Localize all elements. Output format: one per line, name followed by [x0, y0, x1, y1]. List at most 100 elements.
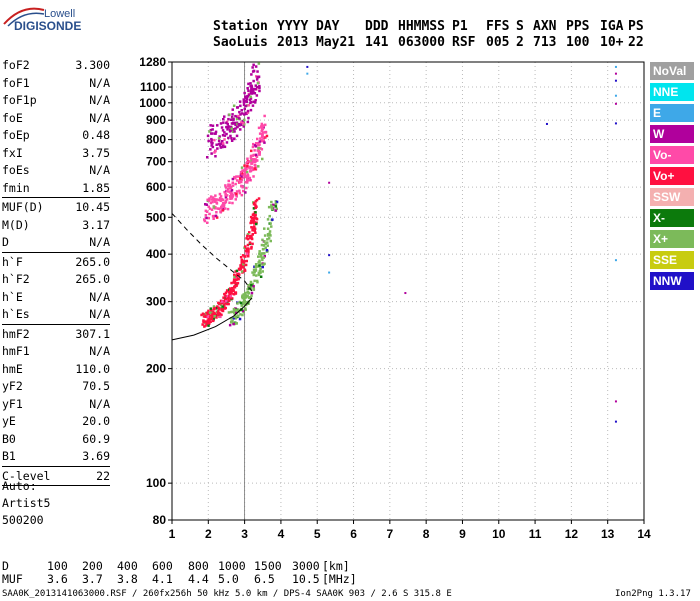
header-line2-item: 005	[486, 35, 510, 50]
noise-point	[614, 65, 617, 68]
trace-2hop-point	[246, 178, 249, 181]
trace-2hop-point	[229, 195, 232, 198]
trace-o-mode-point	[207, 309, 210, 313]
trace-3hop-point	[231, 130, 235, 133]
trace-3hop-point	[219, 142, 222, 145]
trace-2hop-point	[221, 204, 224, 207]
distance-value: 100	[47, 559, 68, 573]
trace-o-mode-point	[209, 320, 212, 323]
trace-2hop-point	[211, 196, 215, 199]
trace-x-mode-point	[274, 209, 278, 212]
trace-x-mode-point	[242, 311, 245, 314]
trace-3hop-point	[249, 101, 252, 105]
trace-x-mode-point	[244, 295, 247, 298]
trace-x-mode-point	[244, 291, 247, 295]
trace-2hop-point	[218, 192, 222, 196]
noise-point	[614, 122, 617, 125]
trace-o-mode-point	[209, 307, 212, 310]
trace-2hop-point	[224, 199, 228, 202]
trace-3hop-point	[221, 134, 225, 137]
trace-o-mode-point	[243, 269, 247, 272]
trace-2hop-point	[256, 159, 259, 162]
trace-2hop-point	[257, 144, 260, 147]
distance-value: 800	[188, 559, 209, 573]
trace-x-mode-point	[232, 317, 236, 320]
trace-3hop-point	[251, 88, 254, 91]
logo-swoosh-icon	[3, 7, 45, 27]
trace-2hop-point	[250, 166, 254, 169]
trace-3hop-point	[256, 70, 259, 73]
trace-2hop-point	[265, 134, 269, 138]
param-key: B0	[2, 431, 16, 446]
trace-3hop-point	[234, 121, 237, 125]
trace-2hop-point	[253, 167, 256, 170]
trace-x-mode-point	[248, 296, 252, 299]
trace-2hop-point	[262, 131, 265, 134]
distance-value: 3000	[292, 559, 320, 573]
header-line1-item: IGA	[600, 19, 624, 34]
legend-item: W	[650, 125, 694, 143]
trace-o-mode-point	[221, 300, 224, 303]
trace-x-mode-point	[240, 304, 243, 307]
trace-3hop-point	[241, 112, 244, 115]
trace-2hop-point	[258, 153, 261, 156]
noise-point	[404, 292, 407, 295]
legend-item: Vo+	[650, 167, 694, 185]
trace-2hop-point	[255, 142, 258, 145]
trace-x-mode-point	[252, 288, 256, 291]
trace-3hop-point	[228, 130, 232, 133]
trace-x-mode-point	[250, 284, 253, 287]
trace-o-mode-point	[239, 256, 243, 259]
trace-x-mode-point	[229, 317, 233, 320]
noise-point	[306, 72, 309, 75]
trace-3hop-point	[235, 121, 239, 124]
trace-3hop-point	[214, 155, 217, 158]
distance-value: 400	[117, 559, 138, 573]
trace-o-mode-point	[232, 293, 236, 296]
trace-3hop-point	[247, 89, 250, 92]
header-line1-item: Station	[213, 19, 268, 34]
trace-2hop-point	[231, 195, 234, 198]
param-value: 22	[96, 468, 110, 483]
trace-o-mode-point	[253, 222, 256, 225]
trace-x-mode-point	[246, 294, 249, 298]
trace-3hop-point	[249, 95, 252, 99]
trace-x-mode-point	[257, 272, 261, 276]
trace-o-mode-point	[212, 305, 216, 308]
trace-o-mode-point	[222, 303, 226, 306]
trace-o-mode-point	[224, 306, 227, 310]
trace-x-mode-point	[275, 200, 279, 204]
trace-2hop-point	[235, 175, 238, 178]
trace-2hop-point	[243, 164, 246, 167]
trace-2hop-point	[252, 158, 255, 161]
param-value: 3.300	[75, 58, 110, 72]
trace-2hop-point	[250, 149, 253, 153]
trace-3hop-point	[247, 104, 251, 107]
param-value: N/A	[89, 289, 110, 304]
trace-x-mode-point	[248, 287, 251, 290]
x-tick-label: 14	[637, 527, 651, 541]
trace-2hop-point	[229, 191, 232, 194]
trace-2hop-point	[207, 216, 210, 220]
trace-x-mode-point	[267, 205, 271, 209]
trace-3hop-point	[252, 63, 255, 67]
trace-3hop-point	[232, 121, 235, 125]
trace-2hop-point	[252, 142, 255, 146]
trace-x-mode-point	[259, 267, 262, 271]
trace-o-mode-point	[240, 261, 243, 264]
trace-2hop-point	[224, 196, 228, 199]
trace-x-mode-point	[266, 244, 269, 247]
trace-2hop-point	[257, 165, 260, 168]
trace-o-mode-point	[246, 243, 250, 247]
trace-3hop-point	[256, 81, 260, 85]
trace-2hop-point	[231, 201, 234, 205]
trace-3hop-point	[236, 122, 239, 126]
trace-3hop-point	[246, 109, 250, 113]
trace-3hop-point	[243, 91, 246, 95]
x-tick-label: 4	[278, 527, 285, 541]
trace-2hop-point	[256, 149, 259, 152]
trace-2hop-point	[263, 114, 266, 118]
trace-o-mode-point	[231, 286, 234, 290]
trace-2hop-point	[238, 189, 241, 193]
trace-x-mode-point	[264, 246, 267, 250]
